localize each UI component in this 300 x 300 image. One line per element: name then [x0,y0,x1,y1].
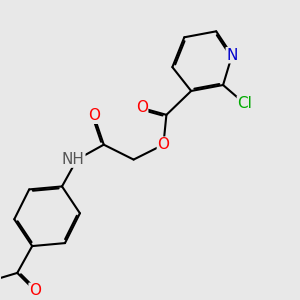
Text: O: O [158,137,169,152]
Text: Cl: Cl [237,96,252,111]
Text: NH: NH [62,152,85,167]
Text: O: O [29,283,41,298]
Text: N: N [226,48,238,63]
Text: O: O [88,108,100,123]
Text: O: O [136,100,148,116]
